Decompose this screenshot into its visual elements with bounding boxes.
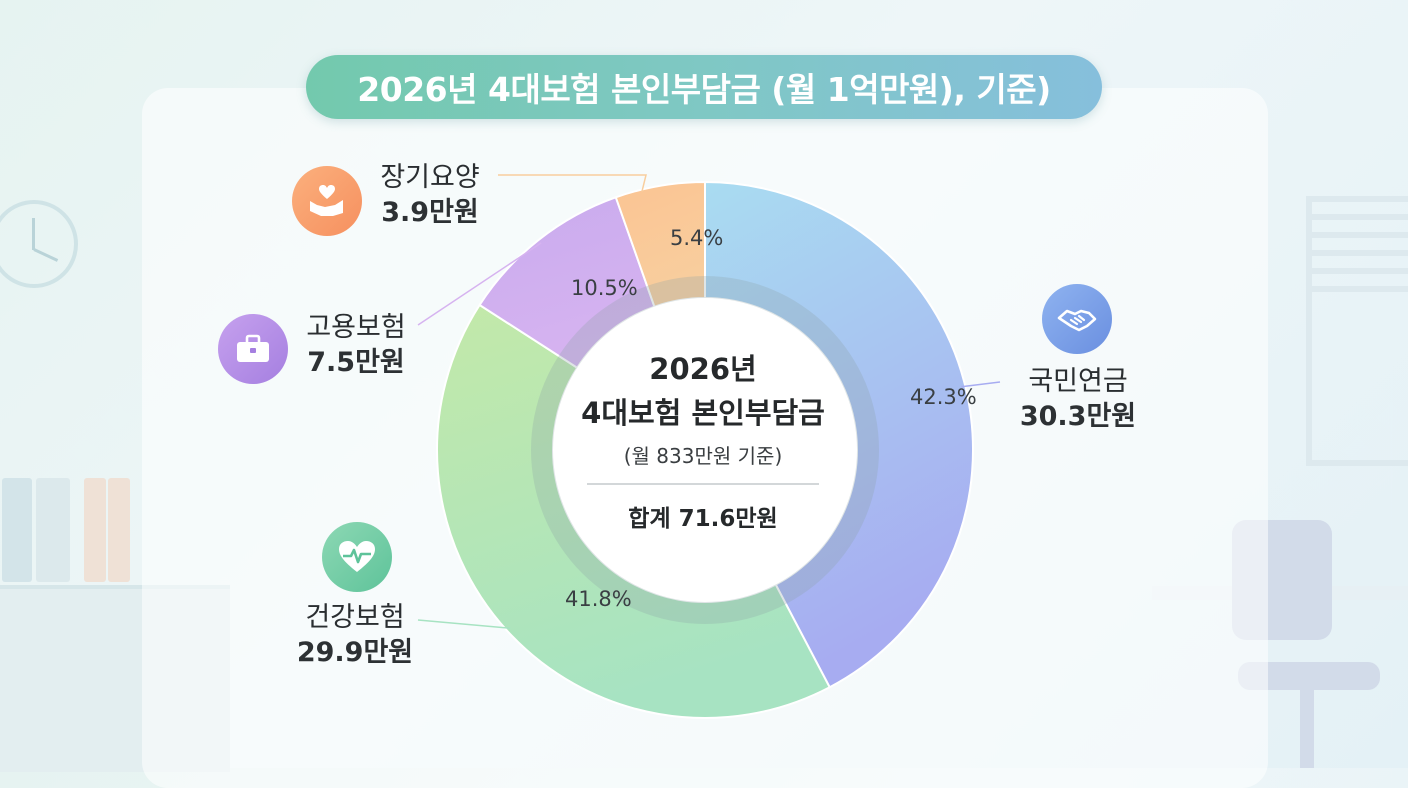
label-employment-insurance: 고용보험 7.5만원 <box>286 310 426 380</box>
series-name: 장기요양 <box>380 162 480 193</box>
heart-pulse-icon <box>322 522 392 592</box>
series-amount: 29.9만원 <box>296 637 414 669</box>
series-amount: 3.9만원 <box>381 197 479 229</box>
leader-line <box>417 242 542 326</box>
center-year: 2026년 <box>649 352 757 386</box>
center-summary: 2026년 4대보험 본인부담금 (월 833만원 기준) 합계 71.6만원 <box>555 346 851 533</box>
series-amount: 7.5만원 <box>307 347 405 379</box>
label-health-insurance: 건강보험 29.9만원 <box>280 600 430 670</box>
background-binder <box>84 478 106 582</box>
handshake-icon <box>1042 284 1112 354</box>
leader-line <box>961 381 1001 388</box>
series-name: 건강보험 <box>305 602 405 633</box>
background-clock <box>0 200 78 288</box>
background-binder <box>108 478 130 582</box>
background-window <box>1306 196 1408 466</box>
leader-line <box>498 174 647 192</box>
center-divider <box>587 483 819 485</box>
center-disc <box>553 298 857 602</box>
percent-labels: 42.3% 41.8% 10.5% 5.4% <box>565 226 977 611</box>
leader-line <box>417 619 511 630</box>
caring-hands-icon <box>292 166 362 236</box>
background-chair-leg <box>1300 690 1314 768</box>
series-amount: 30.3만원 <box>1019 401 1137 433</box>
center-heading: 4대보험 본인부담금 <box>581 396 825 430</box>
percent-label: 41.8% <box>565 587 632 611</box>
center-total: 합계 71.6만원 <box>628 506 778 532</box>
percent-label: 5.4% <box>670 226 723 250</box>
series-name: 국민연금 <box>1028 366 1128 397</box>
title-banner: 2026년 4대보험 본인부담금 (월 1억만원), 기준) <box>306 55 1102 119</box>
briefcase-icon <box>218 314 288 384</box>
series-name: 고용보험 <box>306 312 406 343</box>
leader-lines <box>417 174 1001 630</box>
background-binder <box>36 478 70 582</box>
donut-chart: 42.3% 41.8% 10.5% 5.4% <box>417 174 1001 719</box>
percent-label: 10.5% <box>571 276 638 300</box>
center-basis: (월 833만원 기준) <box>623 444 783 468</box>
label-national-pension: 국민연금 30.3만원 <box>1008 364 1148 434</box>
percent-label: 42.3% <box>910 385 977 409</box>
background-binder <box>2 478 32 582</box>
label-long-term-care: 장기요양 3.9만원 <box>360 160 500 230</box>
chart-title: 2026년 4대보험 본인부담금 (월 1억만원), 기준) <box>357 70 1051 109</box>
